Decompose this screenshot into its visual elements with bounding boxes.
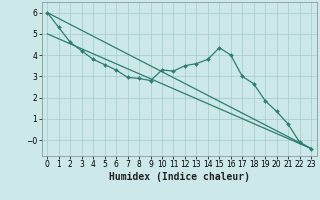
X-axis label: Humidex (Indice chaleur): Humidex (Indice chaleur) [109,172,250,182]
